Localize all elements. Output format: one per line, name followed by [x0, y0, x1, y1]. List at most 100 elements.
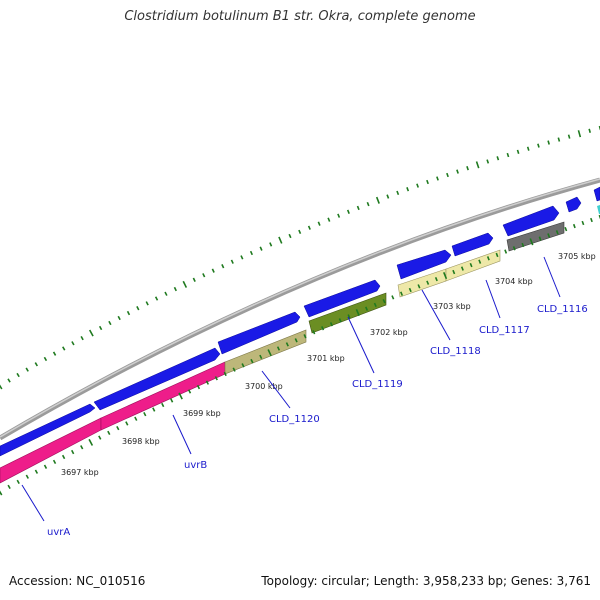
tick-mark — [285, 342, 289, 347]
tick-mark — [164, 291, 168, 296]
leader-CLD_1118 — [421, 289, 451, 341]
leader-uvrA — [21, 484, 45, 522]
tick-mark — [276, 346, 281, 351]
gene-arrow[interactable] — [565, 196, 582, 213]
tick-mark — [327, 217, 331, 222]
tick-mark — [240, 255, 244, 260]
tick-mark — [590, 217, 593, 223]
tick-mark — [567, 134, 571, 139]
tick-mark — [506, 152, 510, 158]
tick-mark — [400, 291, 404, 296]
tick-mark — [486, 159, 490, 164]
tick-mark — [230, 259, 234, 264]
tick-mark — [211, 268, 215, 273]
tick-mark — [496, 156, 500, 161]
gene-arrow[interactable] — [217, 311, 301, 355]
gene-label-leaders — [21, 256, 561, 522]
tick-mark — [192, 277, 196, 282]
tick-mark — [329, 322, 333, 327]
tick-mark — [34, 362, 38, 367]
tick-mark — [572, 223, 576, 229]
tick-mark — [173, 286, 177, 292]
tick-mark — [250, 358, 254, 364]
tick-mark — [564, 226, 568, 232]
tick-mark — [223, 371, 227, 377]
tick-mark — [516, 149, 520, 154]
gene-label-CLD_1120[interactable]: CLD_1120 — [269, 414, 320, 425]
tick-mark — [16, 372, 20, 378]
gene-label-uvrB[interactable]: uvrB — [184, 460, 207, 471]
tick-mark — [338, 318, 342, 323]
tick-mark — [7, 484, 11, 490]
gene-label-uvrA[interactable]: uvrA — [47, 527, 70, 538]
tick-mark — [152, 407, 156, 412]
gene-CLD_1120[interactable] — [224, 329, 307, 375]
tick-mark — [182, 280, 188, 288]
tick-mark — [366, 201, 370, 207]
gene-CLD_1119[interactable] — [308, 292, 387, 334]
gene-arrow[interactable] — [396, 249, 452, 280]
tick-mark — [495, 252, 499, 258]
tick-mark — [88, 329, 94, 337]
tick-mark — [154, 296, 159, 301]
gene-arrow[interactable] — [593, 186, 600, 202]
tick-mark — [0, 490, 3, 496]
gene-arrow[interactable] — [451, 232, 494, 257]
tick-mark — [417, 284, 421, 289]
kbp-label: 3705 kbp — [558, 252, 596, 261]
tick-mark — [557, 137, 561, 142]
tick-mark — [214, 376, 218, 381]
gene-arrow-partial[interactable] — [597, 205, 600, 214]
tick-mark — [80, 335, 84, 341]
tick-mark — [475, 161, 480, 169]
gene-label-CLD_1116[interactable]: CLD_1116 — [537, 304, 588, 315]
tick-mark — [221, 264, 225, 269]
tick-mark — [526, 146, 530, 151]
tick-mark — [61, 454, 66, 460]
tick-mark — [443, 272, 448, 280]
tick-mark — [469, 262, 473, 268]
tick-mark — [43, 356, 48, 362]
tick-mark — [365, 306, 369, 311]
forward-strand-track — [0, 186, 600, 457]
tick-mark — [117, 315, 121, 321]
tick-mark — [143, 412, 147, 417]
inner-tick-track — [0, 214, 600, 496]
tick-mark — [267, 349, 272, 357]
tick-mark — [434, 276, 438, 282]
tick-mark — [52, 459, 57, 465]
tick-mark — [108, 320, 112, 326]
tick-mark — [460, 266, 464, 271]
gene-CLD_1117[interactable] — [445, 249, 501, 282]
tick-mark — [7, 378, 11, 383]
tick-mark — [408, 287, 412, 293]
gene-arrow[interactable] — [0, 403, 96, 457]
tick-mark — [466, 166, 469, 171]
gene-label-CLD_1118[interactable]: CLD_1118 — [430, 346, 481, 357]
tick-mark — [288, 233, 292, 239]
tick-mark — [88, 438, 94, 446]
tick-mark — [134, 416, 138, 421]
gene-label-CLD_1119[interactable]: CLD_1119 — [352, 379, 403, 390]
tick-mark — [312, 330, 316, 335]
gene-arrow[interactable] — [93, 347, 221, 411]
kbp-label: 3700 kbp — [245, 382, 283, 391]
kbp-label: 3704 kbp — [495, 277, 533, 286]
leader-CLD_1119 — [347, 316, 375, 374]
gene-CLD_1116[interactable] — [506, 221, 565, 252]
gene-arrow[interactable] — [502, 205, 560, 237]
tick-mark — [406, 187, 410, 192]
tick-mark — [25, 367, 29, 372]
leader-CLD_1120 — [261, 370, 291, 409]
gene-label-CLD_1117[interactable]: CLD_1117 — [479, 325, 530, 336]
tick-mark — [426, 179, 429, 185]
tick-mark — [62, 346, 66, 351]
kbp-label: 3698 kbp — [122, 437, 160, 446]
tick-mark — [259, 354, 263, 360]
leader-CLD_1116 — [543, 256, 561, 298]
kbp-label: 3699 kbp — [183, 409, 221, 418]
gene-arrow[interactable] — [303, 279, 381, 318]
tick-mark — [43, 464, 48, 469]
tick-mark — [321, 326, 325, 331]
tick-mark — [294, 338, 298, 343]
